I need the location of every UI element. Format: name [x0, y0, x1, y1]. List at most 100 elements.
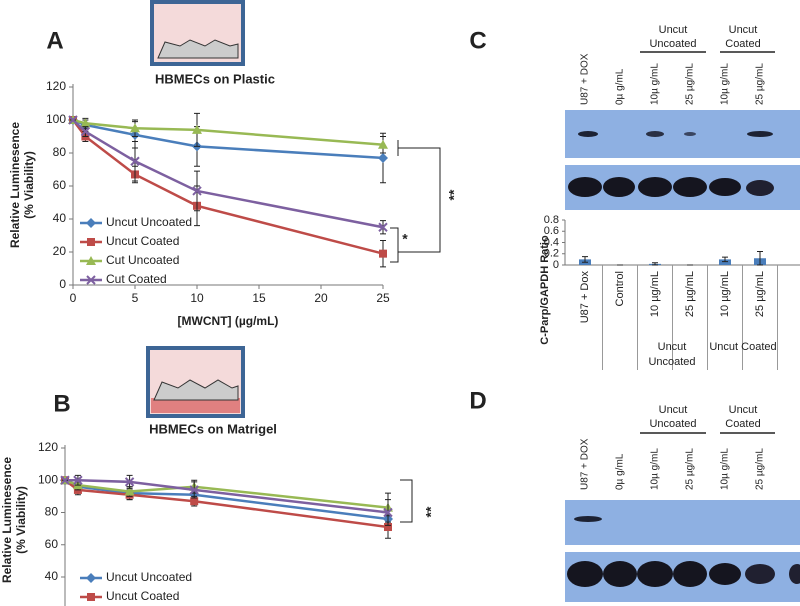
error-bar: [722, 256, 728, 263]
lane-label: 0µ g/mL: [615, 68, 626, 105]
marker: [68, 115, 78, 125]
marker: [86, 573, 96, 583]
y-tick-label: 120: [38, 440, 58, 454]
group-label: Uncoated: [649, 418, 696, 430]
x-tick-label: 10 µg/mL: [719, 271, 731, 317]
series-line: [65, 479, 389, 514]
marker: [190, 497, 199, 506]
chart-title: HBMECs on Matrigel: [149, 421, 277, 436]
matrigel-icon: [146, 346, 245, 418]
marker: [130, 156, 140, 166]
panel-label: A: [46, 27, 63, 54]
panel-label: C: [469, 27, 486, 54]
legend-label: Uncut Coated: [106, 589, 179, 603]
lane-label: 10µ g/mL: [650, 63, 661, 105]
legend-label: Cut Coated: [106, 272, 167, 286]
marker: [192, 186, 202, 196]
blot-d: [565, 500, 800, 602]
blot-c: [565, 110, 800, 210]
lane-label: 0µ g/mL: [615, 453, 626, 490]
group-label: Uncut Coated: [709, 341, 776, 353]
x-tick-label: 15: [252, 291, 266, 305]
legend-label: Uncut Coated: [106, 234, 179, 248]
series-line: [64, 479, 389, 521]
marker: [130, 123, 140, 133]
group-label: Coated: [725, 38, 760, 50]
y-tick-label: 100: [46, 112, 66, 126]
group-label: Uncut: [658, 341, 687, 353]
legend-label: Uncut Uncoated: [106, 570, 192, 584]
group-label: Uncut: [659, 24, 688, 36]
x-tick-label: 25 µg/mL: [754, 271, 766, 317]
y-tick-label: 20: [53, 244, 67, 258]
panel-label: D: [469, 387, 486, 414]
significance-brackets: [390, 140, 441, 523]
marker: [189, 485, 199, 495]
marker: [379, 249, 387, 258]
group-label: Uncut: [729, 24, 758, 36]
y-tick-label: 0.8: [544, 214, 559, 226]
x-tick-label: 5: [132, 291, 139, 305]
y-tick-label: 60: [53, 178, 67, 192]
group-label: Uncut: [659, 404, 688, 416]
x-tick-label: U87 + Dox: [579, 271, 591, 324]
group-label: Uncoated: [648, 356, 695, 368]
y-axis-title: (% Viability): [14, 486, 28, 554]
lane-label: 10µ g/mL: [720, 448, 731, 490]
marker: [378, 222, 388, 232]
error-bar: [757, 251, 763, 266]
marker: [124, 486, 135, 496]
y-axis-title: Relative Luminesence: [8, 122, 22, 248]
error-bar: [652, 262, 658, 266]
lane-label: 25 µg/mL: [685, 448, 696, 490]
x-tick-label: 20: [314, 291, 328, 305]
marker: [80, 118, 91, 128]
marker: [87, 238, 95, 246]
marker: [192, 124, 202, 134]
group-label: Coated: [725, 418, 760, 430]
y-tick-label: 40: [53, 211, 67, 225]
lane-label: 10µ g/mL: [720, 63, 731, 105]
error-bar: [582, 256, 588, 263]
y-tick-label: 0.2: [544, 248, 559, 260]
y-axis-title: Relative Luminesence: [0, 457, 14, 583]
lane-label: 10µ g/mL: [650, 448, 661, 490]
x-tick-label: 10: [190, 291, 204, 305]
marker: [87, 593, 95, 601]
y-axis-title: C-Parp/GAPDH Ratio: [539, 235, 551, 345]
marker: [86, 256, 96, 265]
lane-label: 25 µg/mL: [755, 63, 766, 105]
lane-label: U87 + DOX: [580, 53, 591, 105]
x-tick-label: 25 µg/mL: [684, 271, 696, 317]
y-tick-label: 40: [45, 569, 59, 583]
marker: [60, 475, 70, 485]
series-line: [72, 119, 384, 229]
chart-title: HBMECs on Plastic: [155, 71, 275, 86]
marker: [86, 218, 96, 228]
significance: **: [423, 506, 439, 517]
marker: [383, 507, 393, 518]
y-tick-label: 100: [38, 472, 58, 486]
legend-label: Uncut Uncoated: [106, 215, 192, 229]
y-tick-label: 80: [53, 145, 67, 159]
y-tick-label: 0: [59, 277, 66, 291]
marker: [378, 152, 388, 163]
lane-label: 25 µg/mL: [755, 448, 766, 490]
marker: [378, 139, 388, 149]
x-tick-label: Control: [614, 271, 626, 306]
marker: [384, 523, 392, 532]
group-label: Uncoated: [649, 38, 696, 50]
y-tick-label: 0.4: [544, 236, 559, 248]
bar: [719, 259, 731, 265]
x-tick-label: 0: [70, 291, 77, 305]
y-axis-title: (% Viability): [22, 151, 36, 219]
marker: [73, 475, 83, 485]
marker: [80, 126, 91, 137]
marker: [86, 275, 96, 285]
panel-label: B: [53, 390, 70, 417]
significance: *: [402, 231, 408, 247]
group-label: Uncut: [729, 404, 758, 416]
y-tick-label: 0.6: [544, 225, 559, 237]
x-tick-label: 25: [376, 291, 390, 305]
